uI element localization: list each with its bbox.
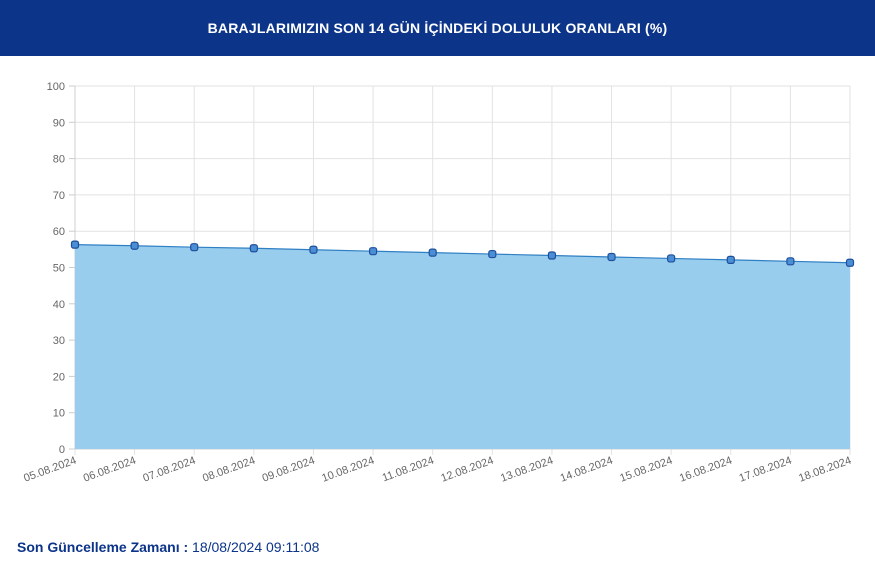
chart-header: BARAJLARIMIZIN SON 14 GÜN İÇİNDEKİ DOLUL… [0,0,875,56]
y-axis-ticks: 0 10 20 30 40 50 60 70 80 90 100 [47,81,65,456]
series-line [74,244,851,264]
data-point[interactable] [130,241,139,250]
data-point[interactable] [845,258,855,267]
x-tick-label: 05.08.2024 [22,455,78,485]
chart-title: BARAJLARIMIZIN SON 14 GÜN İÇİNDEKİ DOLUL… [207,20,668,36]
data-point[interactable] [607,252,616,262]
y-tick-label: 40 [53,299,65,311]
area-fill [75,244,850,449]
y-tick-label: 10 [53,408,65,420]
last-update-info: Son Güncelleme Zamanı : 18/08/2024 09:11… [17,539,319,555]
data-point[interactable] [70,240,80,249]
area-series [74,244,851,449]
x-tick-label: 10.08.2024 [320,455,376,485]
dam-occupancy-chart: 0 10 20 30 40 50 60 70 80 90 100 05.08.2024 06.08.2… [22,81,855,485]
data-point[interactable] [726,255,735,264]
last-update-label: Son Güncelleme Zamanı : [17,539,189,555]
y-tick-label: 20 [53,371,65,383]
x-tick-label: 08.08.2024 [201,455,257,485]
x-tick-label: 07.08.2024 [141,455,197,485]
last-update-value: 18/08/2024 09:11:08 [192,539,320,555]
y-tick-label: 30 [53,335,65,347]
data-point[interactable] [309,245,318,254]
data-point[interactable] [368,247,378,256]
y-tick-label: 0 [59,444,65,456]
data-point[interactable] [190,243,199,252]
data-point[interactable] [428,248,437,257]
y-tick-label: 70 [53,190,65,202]
data-point[interactable] [786,257,795,266]
y-tick-label: 100 [47,81,65,93]
x-tick-label: 06.08.2024 [82,455,138,485]
x-tick-label: 13.08.2024 [499,455,555,485]
x-tick-label: 17.08.2024 [738,455,794,485]
y-tick-label: 60 [53,226,65,238]
data-point[interactable] [667,254,676,263]
y-tick-label: 80 [53,154,65,166]
data-point[interactable] [488,249,497,259]
x-axis-ticks: 05.08.2024 06.08.2024 07.08.2024 08.08.2024… [22,455,853,485]
y-tick-label: 90 [53,117,65,129]
data-points [70,240,855,267]
data-point[interactable] [547,251,557,260]
y-tick-label: 50 [53,263,65,275]
x-tick-label: 15.08.2024 [618,455,674,485]
x-tick-label: 09.08.2024 [261,455,317,485]
x-tick-label: 14.08.2024 [559,455,615,485]
x-tick-label: 16.08.2024 [678,455,734,485]
x-tick-label: 18.08.2024 [797,455,853,485]
data-point[interactable] [249,244,258,253]
x-tick-label: 12.08.2024 [439,455,495,485]
x-tick-label: 11.08.2024 [381,455,436,485]
